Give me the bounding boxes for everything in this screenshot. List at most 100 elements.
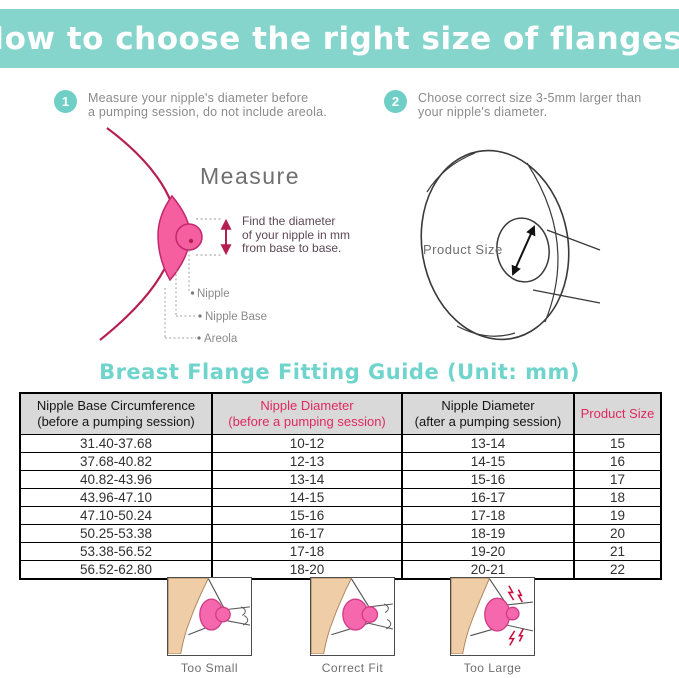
- leader-areola-bullet: [197, 336, 201, 340]
- table-cell: 16-17: [211, 524, 402, 543]
- flange-neck-line-bottom: [532, 289, 601, 304]
- label-areola: Areola: [204, 333, 238, 345]
- step-1: 1 Measure your nipple's diameter before …: [54, 90, 327, 119]
- nipple-shape: [215, 606, 231, 623]
- step-2: 2 Choose correct size 3-5mm larger than …: [384, 90, 641, 119]
- table-row: 43.96-47.10 14-15 16-17 18: [20, 488, 661, 507]
- table-cell: 16: [573, 452, 661, 471]
- step-1-number-badge: 1: [54, 90, 77, 113]
- table-row: 47.10-50.24 15-16 17-18 19: [20, 506, 661, 525]
- table-cell: 17-18: [211, 542, 402, 561]
- label-nipple: Nipple: [197, 288, 230, 300]
- header-banner: How to choose the right size of flanges?: [0, 9, 679, 68]
- pain-icon: [517, 589, 523, 603]
- bottle-neck-curves: [384, 603, 392, 630]
- table-cell: 50.25-53.38: [20, 524, 212, 543]
- step-2-number-badge: 2: [384, 90, 407, 113]
- step-2-line2: your nipple's diameter.: [418, 105, 548, 119]
- breast-skin-shape: [167, 577, 210, 655]
- table-cell: 12-13: [211, 452, 402, 471]
- table-cell: 17: [573, 470, 661, 489]
- leader-nipple-bullet: [190, 291, 195, 295]
- pain-icon: [518, 628, 524, 642]
- table-cell: 19: [573, 506, 661, 525]
- step-2-text: Choose correct size 3-5mm larger than yo…: [418, 90, 641, 119]
- too-large-label: Too Large: [463, 661, 522, 675]
- step-1-line1: Measure your nipple's diameter before: [88, 91, 309, 105]
- annotation-line2: of your nipple in mm: [242, 228, 350, 242]
- breast-skin-shape: [450, 577, 491, 655]
- table-cell: 16-17: [401, 488, 574, 507]
- table-cell: 19-20: [401, 542, 574, 561]
- flange-neck-line-top: [546, 229, 601, 251]
- table-cell: 40.82-43.96: [20, 470, 212, 489]
- product-size-label: Product Size: [423, 242, 503, 257]
- nipple-shape: [505, 606, 520, 621]
- fit-example-too-large: Too Large: [450, 577, 535, 675]
- annotation-line1: Find the diameter: [242, 214, 335, 228]
- table-row: 40.82-43.96 13-14 15-16 17: [20, 470, 661, 489]
- measure-title: Measure: [200, 163, 300, 189]
- table-cell: 22: [573, 560, 661, 579]
- measure-diagram: Measure Find the diameter of your nipple…: [99, 127, 350, 345]
- table-cell: 13-14: [211, 470, 402, 489]
- table-cell: 15-16: [401, 470, 574, 489]
- flange-tube-bottom: [368, 622, 394, 630]
- flange-tube-top: [368, 603, 393, 608]
- table-cell: 21: [573, 542, 661, 561]
- flange-tube-top: [506, 601, 533, 606]
- table-cell: 10-12: [211, 434, 402, 453]
- table-cell: 20-21: [401, 560, 574, 579]
- col-header-base-circumference: Nipple Base Circumference (before a pump…: [20, 392, 212, 435]
- correct-fit-drawing: [310, 577, 394, 655]
- table-cell: 18: [573, 488, 661, 507]
- table-cell: 37.68-40.82: [20, 452, 212, 471]
- table-cell: 14-15: [401, 452, 574, 471]
- table-cell: 43.96-47.10: [20, 488, 212, 507]
- table-cell: 15-16: [211, 506, 402, 525]
- table-cell: 20: [573, 524, 661, 543]
- col-header-product-size: Product Size: [573, 392, 661, 435]
- annotation-line3: from base to base.: [242, 241, 341, 255]
- step-2-line1: Choose correct size 3-5mm larger than: [418, 91, 642, 105]
- product-size-arrow-icon: [511, 225, 536, 276]
- fitting-table: Nipple Base Circumference (before a pump…: [19, 392, 662, 580]
- fit-example-correct-fit: Correct Fit: [310, 577, 395, 675]
- fit-example-too-small: Too Small: [167, 577, 252, 675]
- col-header-diameter-before: Nipple Diameter (before a pumping sessio…: [211, 392, 402, 435]
- flange-cone-top: [208, 578, 226, 611]
- nipple-shape: [175, 223, 203, 251]
- page-title: How to choose the right size of flanges?: [0, 20, 679, 57]
- leader-nipple-base-bullet: [198, 314, 202, 318]
- nipple-dot: [188, 238, 194, 244]
- col-header-diameter-after: Nipple Diameter (after a pumping session…: [401, 392, 574, 435]
- flange-tube-bottom: [224, 619, 250, 626]
- flange-tube-top: [224, 606, 250, 611]
- flange-outline: [420, 149, 570, 341]
- table-row: 37.68-40.82 12-13 14-15 16: [20, 452, 661, 471]
- table-row: 50.25-53.38 16-17 18-19 20: [20, 524, 661, 543]
- table-cell: 15: [573, 434, 661, 453]
- table-title: Breast Flange Fitting Guide (Unit: mm): [99, 360, 580, 384]
- too-small-label: Too Small: [180, 661, 239, 675]
- table-cell: 53.38-56.52: [20, 542, 212, 561]
- table-cell: 18-19: [401, 524, 574, 543]
- pain-icon: [508, 630, 516, 646]
- correct-fit-illustration: [310, 577, 395, 656]
- table-cell: 47.10-50.24: [20, 506, 212, 525]
- flange-bottom-arc: [456, 325, 516, 337]
- table-row: 56.52-62.80 18-20 20-21 22: [20, 560, 661, 579]
- flange-tube-bottom: [506, 624, 534, 632]
- too-small-illustration: [167, 577, 252, 656]
- nipple-shape: [361, 606, 379, 623]
- breast-skin-shape: [310, 577, 353, 655]
- correct-fit-label: Correct Fit: [321, 661, 384, 675]
- flange-top-arc: [426, 152, 476, 193]
- pain-icon: [507, 585, 515, 601]
- flange-rim-arc: [526, 162, 559, 323]
- step-1-text: Measure your nipple's diameter before a …: [88, 90, 327, 119]
- table-cell: 31.40-37.68: [20, 434, 212, 453]
- bottle-neck-curves: [241, 606, 249, 626]
- table-header-row: Nipple Base Circumference (before a pump…: [20, 392, 661, 435]
